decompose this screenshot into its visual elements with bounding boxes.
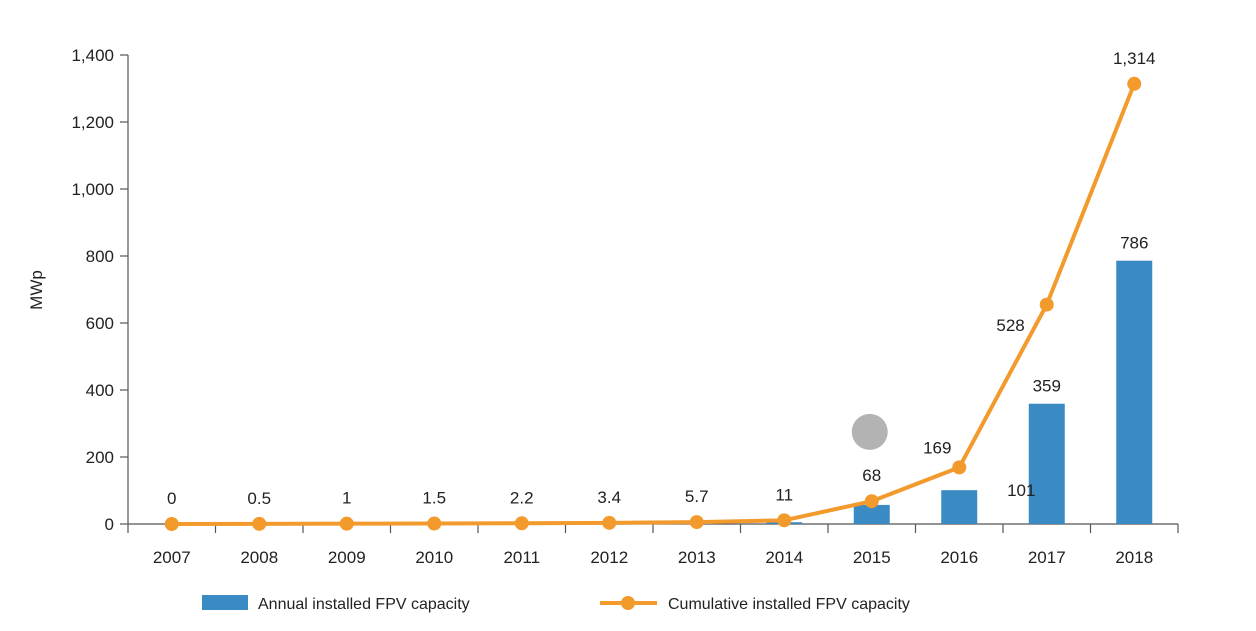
legend-label-cumulative: Cumulative installed FPV capacity (668, 596, 910, 613)
annotation-layer (851, 413, 888, 450)
line-point (514, 516, 529, 531)
legend: Annual installed FPV capacity Cumulative… (202, 595, 910, 613)
x-tick-label: 2008 (240, 548, 278, 567)
line-point (339, 516, 354, 531)
cumulative-line (169, 81, 1137, 526)
line-point (777, 513, 792, 528)
y-tick-label: 400 (86, 381, 114, 400)
line-point (1127, 76, 1142, 91)
bar-value-label: 786 (1120, 234, 1148, 253)
x-tick-label: 2017 (1028, 548, 1066, 567)
y-tick-label: 200 (86, 448, 114, 467)
line-point (164, 517, 179, 531)
line-value-label: 3.4 (597, 488, 621, 507)
x-tick-label: 2007 (153, 548, 191, 567)
line-value-label: 1 (342, 489, 351, 508)
line-point (1039, 297, 1054, 312)
bar (941, 490, 978, 524)
x-tick-label: 2011 (503, 548, 540, 567)
bar-value-label: 101 (1007, 481, 1035, 500)
line-value-label: 169 (923, 438, 951, 457)
bar-data-labels: 101 359 786 (1007, 234, 1148, 500)
line-point (689, 515, 704, 530)
bar (853, 504, 890, 524)
line-point (952, 460, 967, 475)
line-data-labels: 0 0.5 1 1.5 2.2 3.4 5.7 11 68 169 528 1,314 (167, 49, 1156, 508)
line-point (864, 494, 879, 509)
y-tick-label: 1,200 (71, 113, 114, 132)
line-series (164, 76, 1142, 531)
y-tick-label: 0 (105, 515, 114, 534)
bar-series (591, 260, 1153, 524)
line-value-label: 528 (996, 316, 1024, 335)
line-value-label: 68 (862, 466, 881, 485)
bar (1116, 260, 1153, 524)
line-value-label: 1,314 (1113, 49, 1156, 68)
grey-marker-dot (851, 413, 888, 450)
line-value-label: 0.5 (247, 489, 271, 508)
x-tick-label: 2016 (940, 548, 978, 567)
bar-value-label: 359 (1033, 377, 1061, 396)
y-axis: 0 200 400 600 800 1,000 1,200 1,400 (71, 46, 129, 534)
y-tick-label: 1,000 (71, 180, 114, 199)
legend-swatch-cumulative-marker (621, 596, 635, 610)
line-point (252, 516, 267, 531)
line-point (602, 515, 617, 530)
y-axis-title: MWp (27, 270, 46, 310)
line-value-label: 11 (775, 485, 793, 504)
x-tick-label: 2009 (328, 548, 366, 567)
x-tick-label: 2015 (853, 548, 891, 567)
y-tick-label: 1,400 (71, 46, 114, 65)
x-tick-label: 2012 (590, 548, 628, 567)
x-tick-label: 2014 (765, 548, 803, 567)
x-tick-label: 2018 (1115, 548, 1153, 567)
line-value-label: 5.7 (685, 487, 709, 506)
y-tick-label: 600 (86, 314, 114, 333)
y-tick-label: 800 (86, 247, 114, 266)
x-tick-label: 2010 (415, 548, 453, 567)
bar (1028, 403, 1065, 524)
line-value-label: 2.2 (510, 488, 534, 507)
x-tick-label: 2013 (678, 548, 716, 567)
line-value-label: 0 (167, 489, 176, 508)
line-point (427, 516, 442, 531)
x-axis: 2007 2008 2009 2010 2011 2012 2013 2014 2015 2016… (127, 523, 1179, 567)
line-value-label: 1.5 (422, 488, 446, 507)
legend-label-annual: Annual installed FPV capacity (258, 596, 470, 613)
legend-swatch-annual (202, 595, 248, 610)
